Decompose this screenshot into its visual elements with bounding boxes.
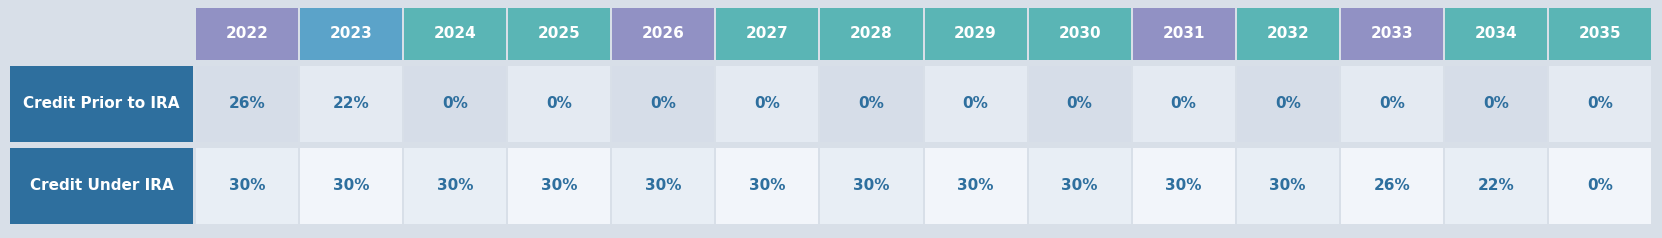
Text: Credit Under IRA: Credit Under IRA [30,178,173,193]
Text: 30%: 30% [750,178,786,193]
Bar [1549,66,1650,142]
Text: 2023: 2023 [329,26,372,41]
Text: 2031: 2031 [1162,26,1205,41]
Text: 2028: 2028 [849,26,892,41]
Bar [1132,148,1235,224]
Bar [1444,66,1547,142]
Bar [10,148,193,224]
Bar [1237,148,1340,224]
Text: 0%: 0% [1483,96,1509,111]
Bar [301,66,402,142]
Bar [196,66,297,142]
Text: 2035: 2035 [1579,26,1620,41]
Text: 2032: 2032 [1266,26,1310,41]
Text: 26%: 26% [229,96,266,111]
Text: 2029: 2029 [954,26,997,41]
Text: 30%: 30% [645,178,681,193]
Bar [301,148,402,224]
Text: 0%: 0% [1587,96,1612,111]
Bar [716,8,818,60]
Text: 0%: 0% [1067,96,1092,111]
Bar [509,8,610,60]
Bar [1237,66,1340,142]
Bar [821,8,922,60]
Text: Credit Prior to IRA: Credit Prior to IRA [23,96,179,111]
Text: 0%: 0% [755,96,781,111]
Bar [1132,8,1235,60]
Bar [404,148,507,224]
Text: 30%: 30% [853,178,889,193]
Text: 0%: 0% [859,96,884,111]
Bar [509,66,610,142]
Text: 22%: 22% [332,96,369,111]
Bar [924,148,1027,224]
Bar [1549,148,1650,224]
Text: 0%: 0% [1170,96,1197,111]
Bar [924,66,1027,142]
Bar [612,66,715,142]
Bar [301,8,402,60]
Bar [1444,8,1547,60]
Bar [612,148,715,224]
Bar [509,148,610,224]
Bar [1237,8,1340,60]
Text: 30%: 30% [229,178,266,193]
Bar [196,148,297,224]
Bar [821,66,922,142]
Bar [716,66,818,142]
Bar [1029,148,1130,224]
Text: 0%: 0% [547,96,572,111]
Text: 30%: 30% [957,178,994,193]
Bar [1029,8,1130,60]
Bar [821,148,922,224]
Text: 2025: 2025 [538,26,580,41]
Text: 0%: 0% [442,96,469,111]
Text: 30%: 30% [542,178,577,193]
Bar [404,66,507,142]
Text: 30%: 30% [437,178,474,193]
Text: 0%: 0% [1379,96,1404,111]
Text: 30%: 30% [1062,178,1099,193]
Text: 26%: 26% [1373,178,1409,193]
Text: 0%: 0% [1275,96,1301,111]
Text: 2034: 2034 [1474,26,1517,41]
Text: 2022: 2022 [226,26,269,41]
Text: 2024: 2024 [434,26,477,41]
Bar [1132,66,1235,142]
Bar [1341,66,1443,142]
Bar [1341,148,1443,224]
Text: 0%: 0% [650,96,676,111]
Bar [716,148,818,224]
Text: 2027: 2027 [746,26,789,41]
Text: 2026: 2026 [642,26,685,41]
Bar [1444,148,1547,224]
Bar [1029,66,1130,142]
Bar [612,8,715,60]
Text: 30%: 30% [332,178,369,193]
Bar [404,8,507,60]
Text: 2033: 2033 [1371,26,1413,41]
Text: 30%: 30% [1270,178,1306,193]
Text: 30%: 30% [1165,178,1202,193]
Bar [196,8,297,60]
Bar [924,8,1027,60]
Bar [10,66,193,142]
Bar [1341,8,1443,60]
Text: 2030: 2030 [1059,26,1100,41]
Text: 22%: 22% [1478,178,1514,193]
Bar [1549,8,1650,60]
Text: 0%: 0% [1587,178,1612,193]
Text: 0%: 0% [962,96,989,111]
